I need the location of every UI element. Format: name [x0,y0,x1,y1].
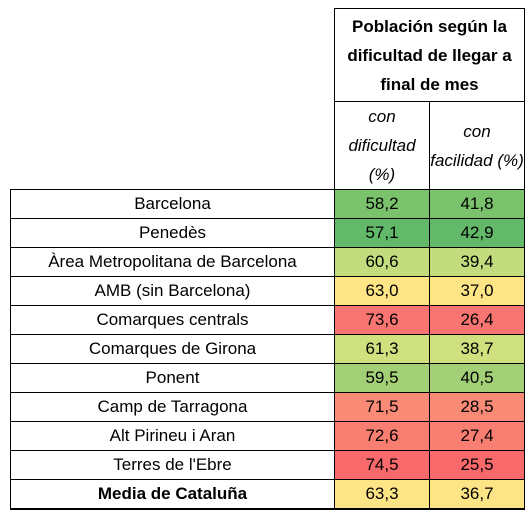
region-cell: Alt Pirineu i Aran [10,421,335,451]
region-cell: Terres de l'Ebre [10,450,335,480]
table-row: Alt Pirineu i Aran 72,6 27,4 [10,421,525,451]
poblacion-table: Población según la dificultad de llegar … [10,8,525,510]
subheader-row: con dificultad (%) con facilidad (%) [11,101,525,190]
dificultad-cell: 74,5 [334,450,430,480]
col-header-dificultad: con dificultad (%) [334,101,430,190]
dificultad-cell: 63,3 [334,479,430,510]
dificultad-cell: 63,0 [334,276,430,306]
col-header-facilidad: con facilidad (%) [429,101,525,190]
table-row: Barcelona 58,2 41,8 [10,189,525,219]
facilidad-cell: 26,4 [429,305,525,335]
dificultad-cell: 73,6 [334,305,430,335]
dificultad-cell: 72,6 [334,421,430,451]
region-cell: AMB (sin Barcelona) [10,276,335,306]
table-row: Ponent 59,5 40,5 [10,363,525,393]
facilidad-cell: 41,8 [429,189,525,219]
facilidad-cell: 40,5 [429,363,525,393]
header-row: Población según la dificultad de llegar … [11,8,525,102]
table-row: Àrea Metropolitana de Barcelona 60,6 39,4 [10,247,525,277]
blank-corner [11,9,335,102]
region-cell: Barcelona [10,189,335,219]
region-cell: Penedès [10,218,335,248]
facilidad-cell: 25,5 [429,450,525,480]
region-cell: Ponent [10,363,335,393]
region-cell: Camp de Tarragona [10,392,335,422]
dificultad-cell: 58,2 [334,189,430,219]
table-title: Población según la dificultad de llegar … [334,8,525,102]
dificultad-cell: 59,5 [334,363,430,393]
table-row: Penedès 57,1 42,9 [10,218,525,248]
table-row: Media de Cataluña 63,3 36,7 [10,479,525,510]
facilidad-cell: 39,4 [429,247,525,277]
region-cell: Media de Cataluña [10,479,335,510]
blank-corner-2 [11,102,335,190]
dificultad-cell: 61,3 [334,334,430,364]
table-row: AMB (sin Barcelona) 63,0 37,0 [10,276,525,306]
table-row: Comarques de Girona 61,3 38,7 [10,334,525,364]
facilidad-cell: 42,9 [429,218,525,248]
table-row: Terres de l'Ebre 74,5 25,5 [10,450,525,480]
dificultad-cell: 71,5 [334,392,430,422]
region-cell: Comarques centrals [10,305,335,335]
table-row: Comarques centrals 73,6 26,4 [10,305,525,335]
table-row: Camp de Tarragona 71,5 28,5 [10,392,525,422]
dificultad-cell: 57,1 [334,218,430,248]
facilidad-cell: 28,5 [429,392,525,422]
facilidad-cell: 37,0 [429,276,525,306]
facilidad-cell: 27,4 [429,421,525,451]
region-cell: Comarques de Girona [10,334,335,364]
facilidad-cell: 36,7 [429,479,525,510]
dificultad-cell: 60,6 [334,247,430,277]
facilidad-cell: 38,7 [429,334,525,364]
region-cell: Àrea Metropolitana de Barcelona [10,247,335,277]
